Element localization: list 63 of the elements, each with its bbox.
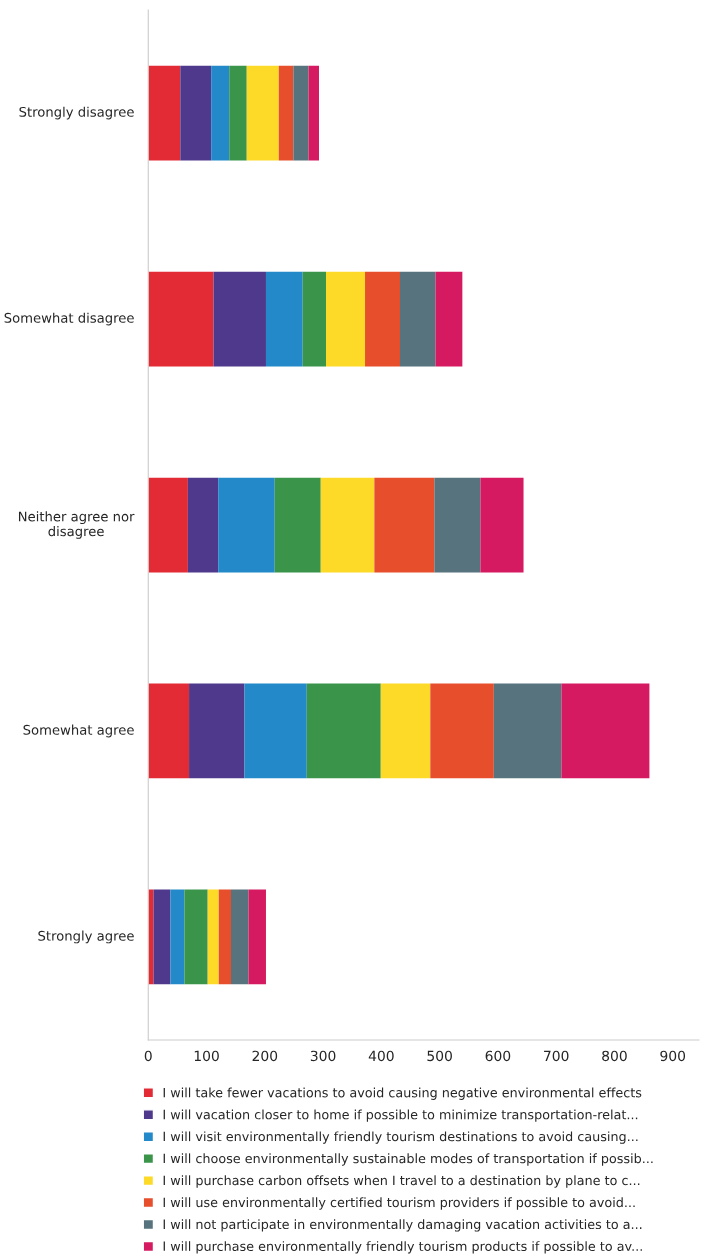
bar [148,271,214,367]
bar [320,477,375,573]
legend-label: I will take fewer vacations to avoid causing negative environmental effects [163,1087,642,1100]
legend-label: I will choose environmentally sustainable modes of transportation if possib... [163,1153,653,1166]
bar [218,477,275,573]
bar [213,271,266,367]
bar [148,65,181,161]
bar [274,477,321,573]
x-tick-label: 0 [144,1050,152,1062]
bar [434,477,481,573]
bar [153,889,171,985]
bar [211,65,230,161]
bar [493,683,562,779]
y-tick-label: Somewhat agree [23,724,134,738]
bar [244,683,307,779]
bar [170,889,185,985]
bar [380,683,431,779]
bar [365,271,400,367]
y-tick-label: Strongly disagree [19,106,134,120]
legend-label: I will purchase environmentally friendly tourism products if possible to av... [163,1241,642,1254]
bar [229,65,247,161]
bar [246,65,279,161]
bar [325,271,366,367]
x-tick-label: 800 [602,1050,627,1062]
y-tick-label: Strongly agree [38,930,134,944]
x-tick-label: 700 [544,1050,569,1062]
bar [187,477,219,573]
bar [435,271,463,367]
bar [184,889,208,985]
bar [231,889,249,985]
bar [248,889,266,985]
x-tick-label: 100 [194,1050,219,1062]
bar [218,889,232,985]
bar [308,65,319,161]
bar [400,271,436,367]
x-tick-label: 300 [310,1050,336,1062]
x-tick-label: 200 [252,1050,278,1062]
bar [302,271,326,367]
bar [430,683,494,779]
x-tick-label: 900 [660,1050,686,1062]
legend-label: I will vacation closer to home if possible to minimize transportation-relat... [163,1109,638,1122]
bar [207,889,219,985]
legend-label: I will use environmentally certified tourism providers if possible to avoid... [163,1197,635,1210]
bar [306,683,381,779]
x-tick-label: 600 [485,1050,511,1062]
bar [293,65,309,161]
x-tick-label: 400 [368,1050,394,1062]
bar [189,683,245,779]
bar [561,683,650,779]
bar [148,889,154,985]
legend-label: I will purchase carbon offsets when I travel to a destination by plane to c... [163,1175,640,1188]
bar [148,477,188,573]
legend-label: I will visit environmentally friendly tourism destinations to avoid causing... [163,1131,638,1144]
bar [480,477,524,573]
bar [374,477,435,573]
bar [148,683,190,779]
bar [278,65,294,161]
y-tick-label: Neither agree nor disagree [18,511,135,539]
legend-label: I will not participate in environmentally damaging vacation activities to a... [163,1219,642,1232]
x-tick-label: 500 [427,1050,452,1062]
bar [180,65,212,161]
bar [265,271,303,367]
y-tick-label: Somewhat disagree [4,312,134,326]
